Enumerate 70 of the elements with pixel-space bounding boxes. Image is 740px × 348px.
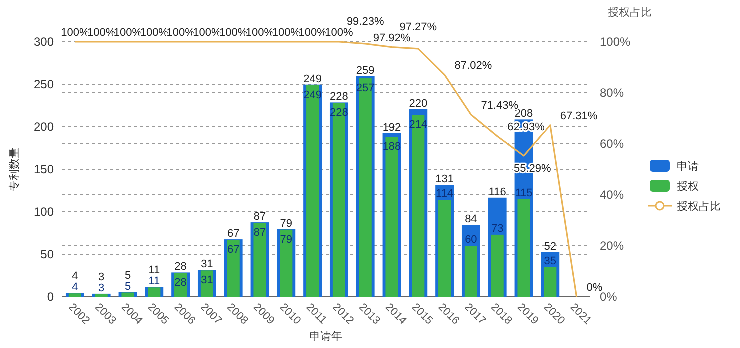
y-tick-label: 150	[34, 162, 54, 176]
data-label: 97.27%	[400, 21, 438, 34]
legend-label: 申请	[677, 160, 699, 173]
data-label: 28	[174, 277, 187, 290]
legend-label: 授权占比	[677, 200, 721, 213]
data-label: 4	[72, 282, 78, 294]
data-label: 100%	[272, 27, 301, 39]
y-tick-label: 200	[34, 120, 54, 134]
data-label: 11	[148, 276, 160, 288]
data-label: 259	[356, 64, 375, 77]
data-label: 35	[544, 255, 557, 268]
data-label: 192	[382, 122, 402, 134]
data-label: 100%	[193, 27, 222, 39]
data-label: 60	[465, 234, 478, 246]
data-label: 100%	[246, 27, 274, 39]
data-label: 11	[148, 264, 160, 277]
data-label: 116	[488, 186, 506, 198]
x-axis-title: 申请年	[310, 330, 342, 343]
y2-tick-label: 40%	[600, 188, 624, 202]
y-tick-label: 0	[47, 290, 54, 304]
data-label: 79	[280, 218, 293, 230]
data-label: 100%	[140, 27, 169, 39]
data-label: 131	[436, 174, 454, 186]
data-label: 87	[254, 227, 266, 240]
data-label: 31	[201, 258, 214, 271]
y2-axis-title: 授权占比	[608, 6, 652, 19]
data-label: 5	[124, 270, 132, 282]
data-label: 100%	[325, 27, 354, 39]
data-label: 67	[227, 244, 240, 256]
data-label: 97.92%	[373, 32, 411, 44]
data-label: 31	[201, 274, 214, 287]
y-tick-label: 50	[40, 248, 54, 262]
data-label: 100%	[220, 27, 248, 39]
y-tick-label: 250	[34, 78, 54, 92]
data-label: 73	[491, 222, 504, 235]
y2-tick-label: 0%	[600, 290, 618, 304]
data-label: 28	[174, 261, 187, 274]
data-label: 67.31%	[560, 110, 598, 122]
y2-tick-label: 60%	[600, 137, 624, 151]
data-label: 3	[98, 271, 105, 284]
data-label: 87	[254, 211, 266, 224]
y2-tick-label: 20%	[600, 239, 624, 253]
data-label: 62.93%	[508, 122, 546, 134]
data-label: 100%	[166, 27, 196, 39]
data-label: 115	[515, 187, 533, 200]
data-label: 0%	[586, 282, 603, 294]
data-label: 100%	[114, 27, 142, 39]
data-label: 100%	[298, 27, 328, 39]
data-label: 100%	[61, 27, 90, 39]
y2-tick-label: 100%	[600, 35, 632, 49]
y-tick-label: 100	[34, 205, 54, 219]
data-label: 55.29%	[514, 163, 552, 176]
data-label: 99.23%	[346, 16, 384, 28]
data-label: 67	[227, 228, 240, 240]
y2-tick-label: 80%	[600, 86, 624, 100]
data-label: 220	[409, 98, 428, 110]
data-label: 84	[465, 214, 478, 226]
data-label: 5	[124, 280, 132, 293]
data-label: 249	[304, 73, 322, 86]
data-label: 79	[280, 234, 293, 246]
data-label: 100%	[88, 27, 116, 39]
data-label: 87.02%	[454, 60, 492, 72]
legend-label: 授权	[677, 181, 699, 193]
data-label: 52	[544, 240, 557, 253]
data-label: 3	[98, 282, 105, 294]
data-label: 228	[330, 91, 348, 104]
y-axis-title: 专利数量	[8, 148, 21, 192]
data-label: 114	[436, 188, 454, 200]
y-tick-label: 300	[34, 35, 54, 49]
data-label: 4	[72, 270, 78, 283]
